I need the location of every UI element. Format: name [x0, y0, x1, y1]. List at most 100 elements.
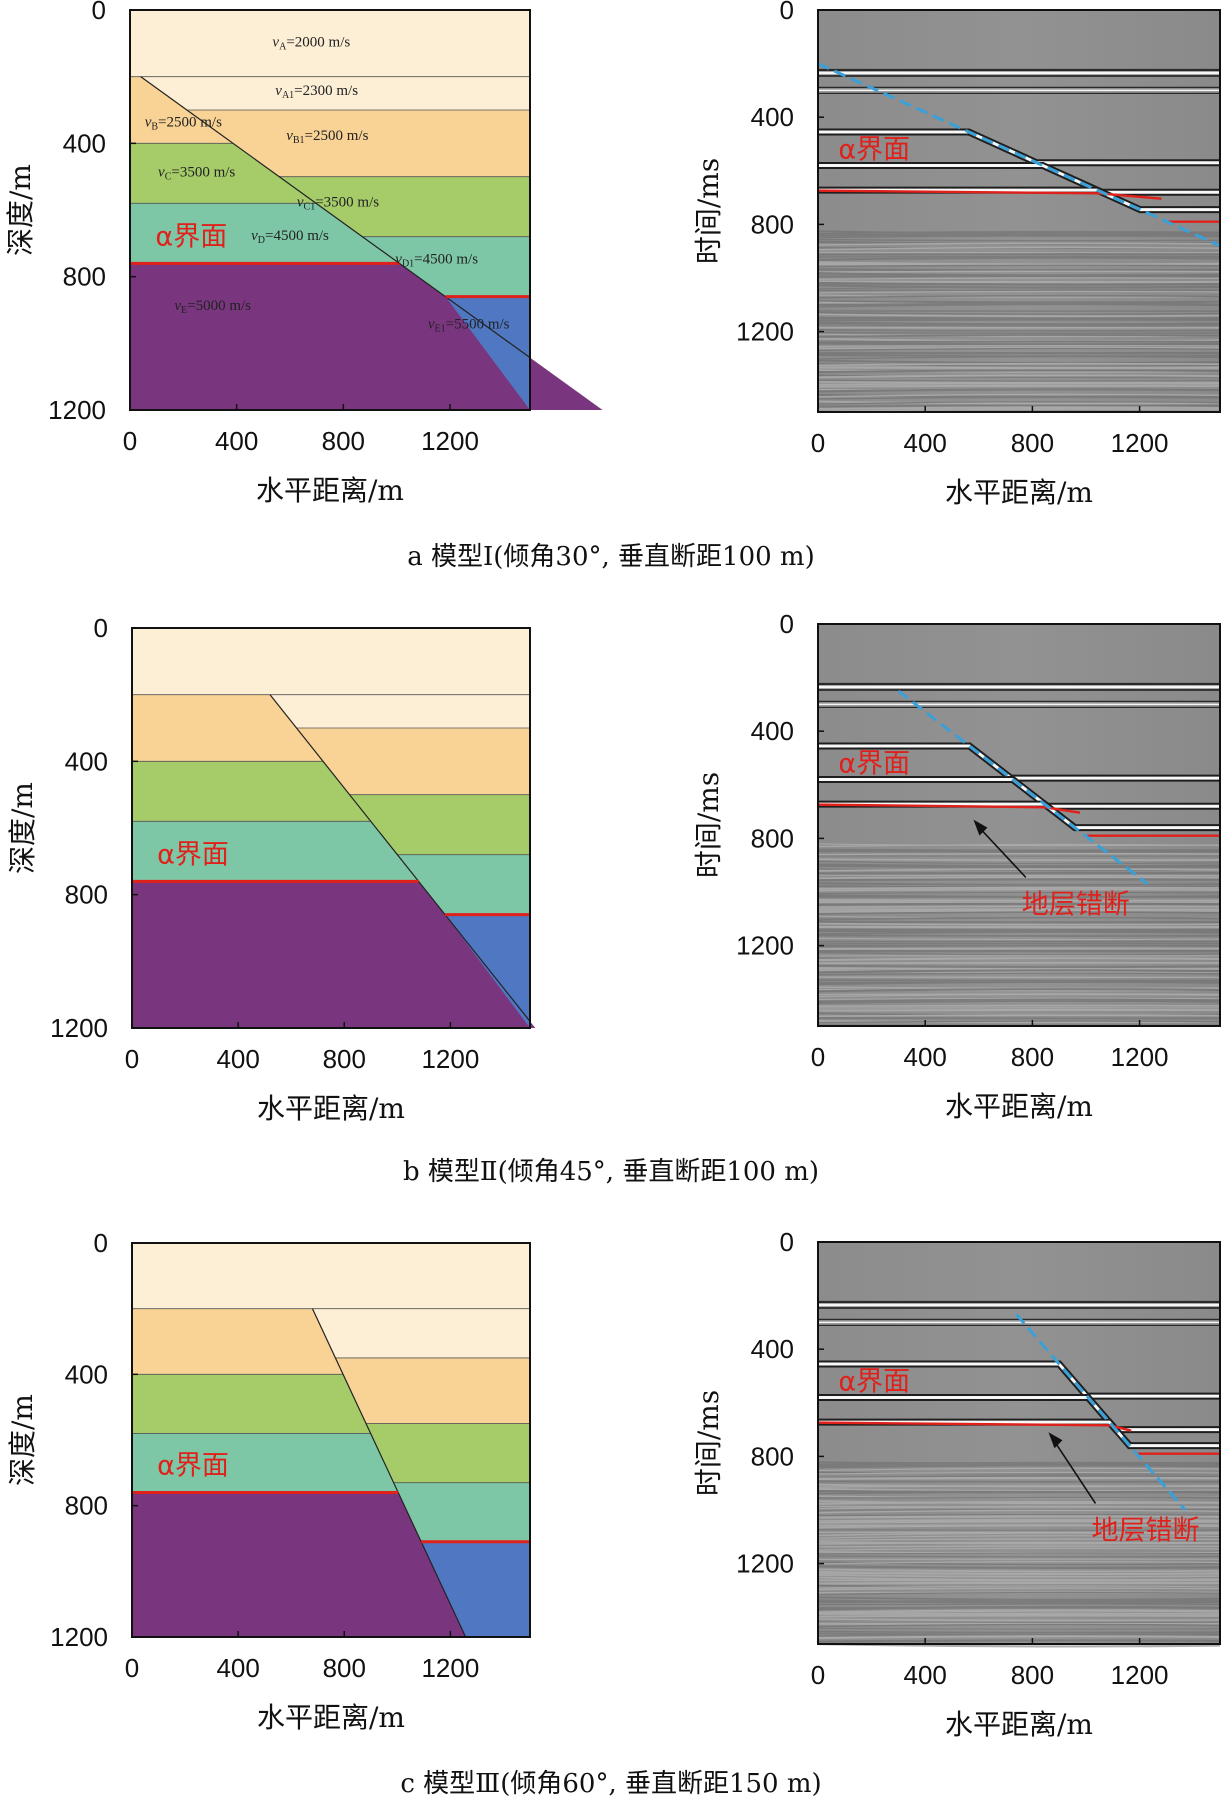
- layer-c1: [366, 1423, 530, 1483]
- time-axis-title: 时间/ms: [692, 772, 725, 878]
- offset-arrow-line: [976, 825, 1027, 878]
- layer-c: [132, 761, 371, 822]
- noise-trace: [817, 1016, 1221, 1020]
- noise-trace: [817, 347, 1221, 352]
- noise-trace: [817, 934, 1221, 937]
- noise-trace: [817, 401, 1221, 405]
- noise-trace: [817, 384, 1221, 388]
- noise-trace: [817, 1547, 1221, 1551]
- time-tick-label: 1200: [736, 931, 794, 961]
- noise-trace: [817, 993, 1221, 998]
- time-tick-label: 1200: [736, 317, 794, 347]
- noise-trace: [817, 246, 1221, 251]
- noise-trace: [817, 346, 1221, 350]
- geology-frame: [131, 627, 531, 1029]
- noise-trace: [817, 871, 1221, 875]
- reflector-b-bright: [818, 1362, 1220, 1398]
- noise-trace: [817, 1532, 1221, 1537]
- depth-tick-label: 0: [94, 613, 108, 643]
- x-tick-label: 800: [323, 1653, 366, 1683]
- x-tick-label: 400: [904, 1660, 947, 1690]
- noise-trace: [817, 1552, 1221, 1555]
- velocity-label: vC1=3500 m/s: [297, 195, 379, 213]
- x-tick-label: 400: [904, 428, 947, 458]
- noise-trace: [817, 1508, 1221, 1511]
- noise-trace: [817, 268, 1221, 272]
- noise-trace: [817, 388, 1221, 393]
- layer-b: [132, 694, 324, 762]
- layer-e1: [445, 914, 530, 1028]
- caption: a 模型Ⅰ(倾角30°, 垂直断距100 m): [407, 542, 814, 572]
- noise-trace: [817, 242, 1221, 246]
- noise-trace: [817, 988, 1221, 993]
- alpha-label: α界面: [155, 221, 227, 252]
- noise-trace: [817, 233, 1221, 237]
- noise-trace: [817, 860, 1221, 865]
- noise-trace: [817, 382, 1221, 386]
- noise-trace: [817, 345, 1221, 348]
- noise-trace: [817, 342, 1221, 346]
- noise-trace: [817, 334, 1221, 338]
- noise-trace: [817, 1008, 1221, 1012]
- noise-trace: [817, 1471, 1221, 1475]
- alpha-label: α界面: [157, 839, 229, 870]
- noise-trace: [817, 313, 1221, 317]
- depth-tick-label: 400: [65, 746, 108, 776]
- geology-model-panel: α界面 vA=2000 m/s vA1=2300 m/s vB=2500 m/s vB1…: [4, 0, 603, 507]
- x-tick-label: 400: [904, 1042, 947, 1072]
- figure-root: α界面 vA=2000 m/s vA1=2300 m/s vB=2500 m/s vB1…: [4, 0, 1221, 1799]
- noise-trace: [817, 944, 1221, 948]
- noise-trace: [817, 374, 1221, 379]
- noise-trace: [817, 1000, 1221, 1005]
- layer-e1: [445, 296, 530, 410]
- time-tick-label: 800: [751, 823, 794, 853]
- depth-tick-label: 0: [92, 0, 106, 25]
- noise-trace: [817, 1545, 1221, 1548]
- noise-trace: [817, 1605, 1221, 1611]
- noise-trace: [817, 1614, 1221, 1618]
- layer-e: [132, 881, 536, 1028]
- fault-line: [311, 1308, 467, 1638]
- noise-trace: [817, 408, 1221, 413]
- row-1: α界面 vA=2000 m/s vA1=2300 m/s vB=2500 m/s vB1…: [4, 0, 1221, 572]
- time-axis-title: 时间/ms: [692, 1390, 725, 1496]
- noise-trace: [817, 899, 1221, 902]
- reflector-d-bright: [818, 1420, 1220, 1448]
- time-tick-label: 0: [780, 0, 794, 25]
- noise-trace: [817, 1014, 1221, 1017]
- noise-trace: [817, 238, 1221, 242]
- noise-trace: [817, 876, 1221, 880]
- x-tick-label: 800: [1011, 1660, 1054, 1690]
- depth-axis-title: 深度/m: [4, 164, 37, 256]
- layer-d: [130, 203, 400, 264]
- noise-trace: [817, 1555, 1221, 1558]
- velocity-label: vC=3500 m/s: [158, 165, 235, 183]
- layer-c: [130, 143, 317, 204]
- noise-trace: [817, 256, 1221, 261]
- noise-trace: [817, 843, 1221, 848]
- noise-trace: [817, 393, 1221, 398]
- noise-trace: [817, 264, 1221, 268]
- noise-trace: [817, 235, 1221, 239]
- seismic-frame: [817, 623, 1221, 1027]
- depth-tick-label: 0: [94, 1228, 108, 1258]
- noise-trace: [817, 886, 1221, 890]
- noise-trace: [817, 1565, 1221, 1569]
- depth-tick-label: 800: [65, 1491, 108, 1521]
- time-tick-label: 800: [751, 209, 794, 239]
- x-tick-label: 0: [125, 1653, 139, 1683]
- layer-e: [130, 263, 603, 410]
- noise-trace: [817, 300, 1221, 304]
- noise-trace: [817, 1639, 1221, 1643]
- noise-trace: [817, 1496, 1221, 1499]
- x-axis-title: 水平距离/m: [256, 474, 404, 507]
- noise-trace: [817, 864, 1221, 869]
- geology-model-panel: α界面 0 0 400 400 800 800 1200 1200 水平距离/m 深度/m: [6, 613, 536, 1125]
- noise-trace: [817, 902, 1221, 906]
- offset-arrow-head: [1048, 1432, 1063, 1449]
- noise-trace: [817, 969, 1221, 974]
- noise-trace: [817, 1635, 1221, 1640]
- x-tick-label: 1200: [421, 426, 479, 456]
